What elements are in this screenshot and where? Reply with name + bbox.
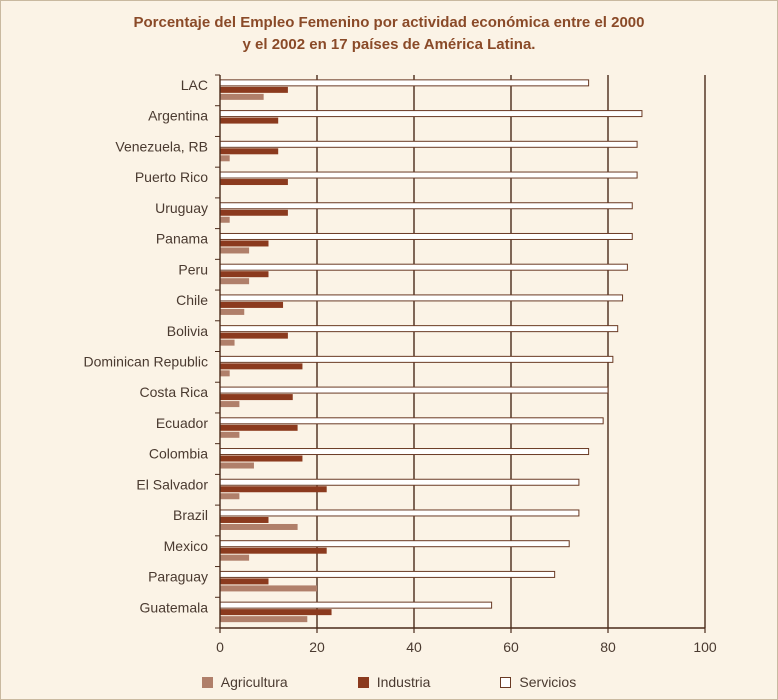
servicios-bar xyxy=(219,509,580,517)
legend-label: Industria xyxy=(376,674,431,690)
agricultura-bar xyxy=(220,339,235,346)
agricultura-bar xyxy=(220,278,250,285)
agricultura-bar xyxy=(220,247,250,254)
agricultura-bar xyxy=(220,93,264,100)
industria-bar xyxy=(220,209,288,216)
category-label: Ecuador xyxy=(156,415,208,431)
legend: Agricultura Industria Servicios xyxy=(0,674,778,690)
x-tick-label: 0 xyxy=(216,639,224,655)
legend-item-industria: Industria xyxy=(357,674,431,690)
agricultura-bar xyxy=(220,554,250,561)
servicios-bar xyxy=(219,355,614,363)
agricultura-bar xyxy=(220,523,298,530)
agricultura-bar xyxy=(220,401,240,408)
legend-label: Servicios xyxy=(519,674,577,690)
servicios-bar xyxy=(219,417,604,425)
category-label: Dominican Republic xyxy=(83,354,208,370)
plot-area xyxy=(220,75,705,628)
category-label: Colombia xyxy=(149,446,208,462)
servicios-bar xyxy=(219,478,580,486)
agricultura-bar xyxy=(220,216,230,223)
agricultura-bar xyxy=(220,431,240,438)
chart-title-line-2: y el 2002 en 17 países de América Latina… xyxy=(242,36,536,53)
servicios-bar xyxy=(219,79,590,87)
industria-bar xyxy=(220,424,298,431)
category-label: Uruguay xyxy=(155,200,208,216)
industria-bar xyxy=(220,394,293,401)
servicios-bar xyxy=(219,448,590,456)
servicios-bar xyxy=(219,386,609,394)
legend-swatch xyxy=(201,676,213,688)
servicios-bar xyxy=(219,232,633,240)
legend-item-servicios: Servicios xyxy=(500,674,576,690)
agricultura-bar xyxy=(220,493,240,500)
x-tick-label: 20 xyxy=(309,639,325,655)
industria-bar xyxy=(220,301,284,308)
category-label: Brazil xyxy=(173,507,208,523)
category-label: Puerto Rico xyxy=(135,169,208,185)
category-label: LAC xyxy=(181,77,208,93)
servicios-bar xyxy=(219,570,556,578)
agricultura-bar xyxy=(220,308,245,315)
legend-item-agricultura: Agricultura xyxy=(201,674,288,690)
industria-bar xyxy=(220,455,303,462)
agricultura-bar xyxy=(220,370,230,377)
chart-title-line-1: Porcentaje del Empleo Femenino por activ… xyxy=(133,14,645,31)
industria-bar xyxy=(220,609,332,616)
chart-title: Porcentaje del Empleo Femenino por activ… xyxy=(0,12,778,56)
servicios-bar xyxy=(219,540,570,548)
agricultura-bar xyxy=(220,585,317,592)
x-tick-label: 100 xyxy=(693,639,717,655)
industria-bar xyxy=(220,117,279,124)
servicios-bar xyxy=(219,202,633,210)
servicios-bar xyxy=(219,294,624,302)
legend-label: Agricultura xyxy=(220,674,288,690)
industria-bar xyxy=(220,486,327,493)
category-label: Chile xyxy=(176,292,208,308)
agricultura-bar xyxy=(220,616,308,623)
category-label: Mexico xyxy=(164,538,209,554)
category-label: Venezuela, RB xyxy=(115,138,208,154)
industria-bar xyxy=(220,363,303,370)
category-label: Panama xyxy=(156,231,208,247)
category-label: Costa Rica xyxy=(140,384,209,400)
category-label: Bolivia xyxy=(167,323,208,339)
industria-bar xyxy=(220,179,288,186)
legend-swatch xyxy=(500,676,512,688)
servicios-bar xyxy=(219,171,638,179)
industria-bar xyxy=(220,516,269,523)
category-label: Paraguay xyxy=(148,569,208,585)
legend-swatch xyxy=(357,676,369,688)
servicios-bar xyxy=(219,601,493,609)
agricultura-bar xyxy=(220,462,254,469)
x-tick-label: 60 xyxy=(503,639,519,655)
category-label: Argentina xyxy=(148,108,208,124)
category-label: El Salvador xyxy=(136,476,208,492)
category-label: Guatemala xyxy=(140,599,209,615)
industria-bar xyxy=(220,578,269,585)
industria-bar xyxy=(220,86,288,93)
industria-bar xyxy=(220,332,288,339)
industria-bar xyxy=(220,148,279,155)
servicios-bar xyxy=(219,110,643,118)
category-label: Peru xyxy=(178,261,208,277)
industria-bar xyxy=(220,271,269,278)
servicios-bar xyxy=(219,140,638,148)
agricultura-bar xyxy=(220,155,230,162)
x-tick-label: 80 xyxy=(600,639,616,655)
industria-bar xyxy=(220,547,327,554)
servicios-bar xyxy=(219,325,619,333)
servicios-bar xyxy=(219,263,628,271)
industria-bar xyxy=(220,240,269,247)
x-tick-label: 40 xyxy=(406,639,422,655)
